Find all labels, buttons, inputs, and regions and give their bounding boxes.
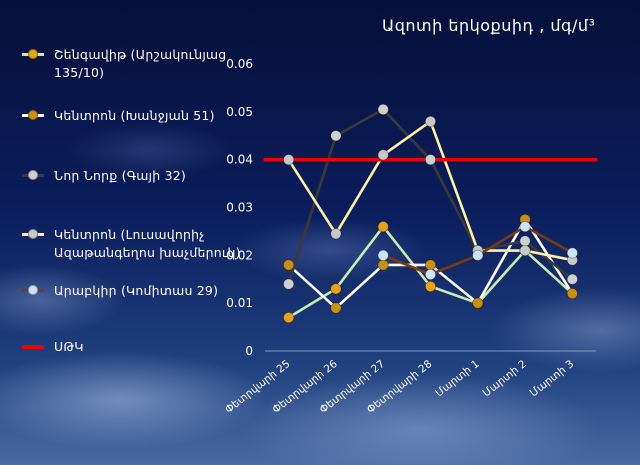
- data-point-series-4: [566, 247, 578, 259]
- data-point-series-3: [424, 115, 437, 128]
- data-point-series-2: [330, 130, 342, 142]
- data-point-series-2: [424, 154, 437, 166]
- data-point-series-1: [424, 259, 437, 271]
- legend-marker-nor-nork: [28, 170, 38, 180]
- legend-label-kentron-lusavorich: Կենտրոն (Լուսավորիչ Ազաթանգեղոս խաչմերու…: [54, 227, 241, 260]
- legend-marker-kentron-lusavorich: [28, 229, 38, 239]
- data-point-series-2: [566, 273, 578, 285]
- x-tick-label: Մարտի 2: [480, 358, 528, 400]
- y-tick-label: 0.01: [226, 296, 253, 310]
- legend-label-std: ՍԹԿ: [54, 339, 84, 354]
- data-point-series-2: [283, 278, 295, 290]
- legend-marker-shengavit: [28, 49, 38, 59]
- y-tick-label: 0.03: [226, 201, 253, 215]
- data-point-series-1: [283, 259, 295, 271]
- data-point-series-3: [330, 228, 342, 240]
- data-point-series-1: [472, 297, 484, 309]
- legend-label-nor-nork: Նոր Նորք (Գայի 32): [54, 168, 186, 183]
- data-point-series-0: [424, 280, 437, 293]
- data-point-series-3: [519, 244, 531, 257]
- y-tick-label: 0.02: [226, 248, 253, 262]
- y-tick-label: 0.04: [226, 153, 253, 167]
- data-point-series-2: [519, 235, 531, 247]
- y-tick-label: 0.05: [226, 105, 253, 119]
- data-point-series-4: [377, 249, 389, 261]
- data-point-series-1: [566, 287, 578, 300]
- legend-swatch-std: [22, 345, 44, 349]
- data-point-series-2: [377, 103, 389, 116]
- x-tick-label: Մարտի 1: [433, 358, 481, 400]
- chart-title: Ազոտի երկօքսիդ , մգ/մ³: [382, 16, 596, 35]
- legend-label-kentron-khanjyan: Կենտրոն (Խանջյան 51): [54, 108, 215, 123]
- data-point-series-3: [283, 154, 295, 166]
- legend-marker-arabkir: [28, 285, 38, 295]
- x-tick-label: Մարտի 3: [528, 358, 576, 400]
- data-point-series-3: [377, 149, 389, 161]
- legend-label-arabkir: Արաբկիր (Կոմիտաս 29): [54, 283, 219, 298]
- series-markers: [283, 103, 578, 324]
- data-point-series-4: [472, 249, 484, 261]
- data-point-series-0: [377, 221, 389, 233]
- legend-label-shengavit: Շենգավիթ (Արշակունյաց 135/10): [54, 47, 227, 80]
- data-point-series-1: [330, 302, 342, 314]
- data-point-series-4: [424, 268, 437, 281]
- data-point-series-0: [330, 283, 342, 295]
- data-point-series-0: [283, 311, 295, 324]
- data-point-series-1: [377, 259, 389, 271]
- legend-marker-kentron-khanjyan: [28, 110, 38, 120]
- data-point-series-4: [519, 221, 531, 233]
- y-tick-label: 0: [245, 344, 253, 358]
- y-tick-label: 0.06: [226, 57, 253, 71]
